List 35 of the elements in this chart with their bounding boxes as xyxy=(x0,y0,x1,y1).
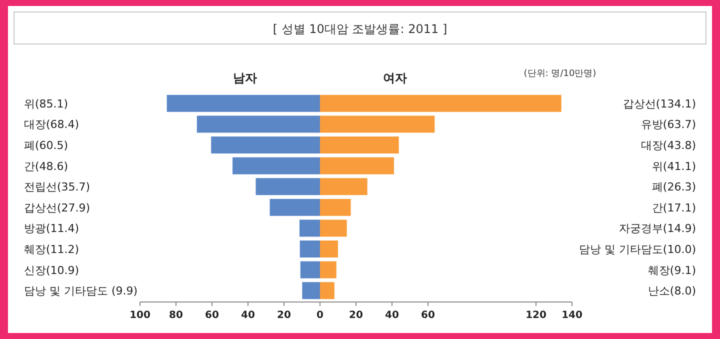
x-tick-label: 120 xyxy=(526,310,546,321)
x-tick-label: 20 xyxy=(277,310,291,321)
x-tick-label: 60 xyxy=(421,310,435,321)
y-tick-label: 유방(63.7) xyxy=(640,118,696,132)
x-tick-label: 60 xyxy=(205,310,219,321)
y-tick-label: 방광(11.4) xyxy=(24,222,80,236)
y-tick-label: 췌장(9.1) xyxy=(648,264,696,277)
y-tick-label: 폐(26.3) xyxy=(652,180,696,194)
x-tick-label: 40 xyxy=(241,310,255,321)
x-tick-label: 40 xyxy=(385,310,399,321)
chart-subtitle: 남자 xyxy=(233,71,257,85)
text: (단위: 명/10만명) xyxy=(524,69,596,79)
y-tick-label: 갑상선(27.9) xyxy=(24,201,90,214)
y-tick-label: 담낭 및 기타담도(10.0) xyxy=(578,243,696,256)
y-tick-label: 간(48.6) xyxy=(24,160,68,173)
y-tick-label: 담낭 및 기타담도 (9.9) xyxy=(24,284,138,298)
chart-subtitle: 여자 xyxy=(383,71,407,85)
y-tick-label: 대장(68.4) xyxy=(24,118,80,132)
y-tick-label: 자궁경부(14.9) xyxy=(618,222,696,236)
y-tick-label: 대장(43.8) xyxy=(640,139,696,152)
y-tick-label: 갑상선(134.1) xyxy=(622,97,696,110)
text: [ 성별 10대암 조발생률: 2011 ] xyxy=(272,22,448,36)
y-tick-label: 췌장(11.2) xyxy=(24,243,80,256)
y-tick-label: 전립선(35.7) xyxy=(24,180,90,194)
y-tick-label: 난소(8.0) xyxy=(648,284,696,298)
y-tick-label: 위(41.1) xyxy=(652,160,696,173)
y-tick-label: 간(17.1) xyxy=(652,201,696,214)
x-tick-label: 100 xyxy=(130,310,150,321)
x-tick-label: 20 xyxy=(349,310,363,321)
y-tick-label: 신장(10.9) xyxy=(24,264,80,277)
y-tick-label: 폐(60.5) xyxy=(24,139,68,152)
x-tick-label: 0 xyxy=(316,310,324,321)
x-tick-label: 80 xyxy=(169,310,183,321)
x-tick-label: 140 xyxy=(562,310,582,321)
y-tick-label: 위(85.1) xyxy=(24,97,68,110)
